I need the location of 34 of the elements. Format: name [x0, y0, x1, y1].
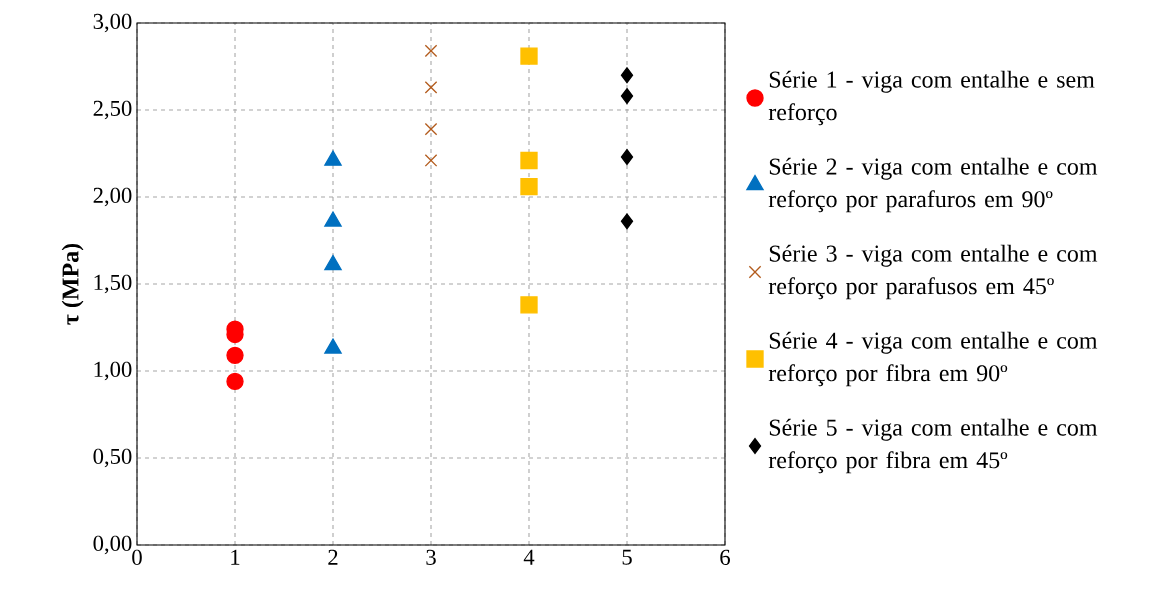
- x-tick-label: 4: [523, 549, 535, 565]
- point: [226, 372, 244, 391]
- legend-label: Série 3 - viga com entalhe e com reforço por parafusos em 45º: [768, 244, 1098, 300]
- x-tick-label: 2: [328, 549, 338, 565]
- legend-label: Série 1 - viga com entalhe e sem reforço: [768, 70, 1095, 126]
- y-tick-label: 2,00: [93, 187, 132, 207]
- x-tick-label: 3: [426, 549, 436, 565]
- point: [520, 47, 538, 65]
- y-axis-title: τ (MPa): [61, 243, 84, 325]
- point: [620, 88, 634, 105]
- y-tick-label: 0,50: [93, 448, 132, 468]
- legend-label: Série 4 - viga com entalhe e com reforço por fibra em 90º: [768, 331, 1098, 387]
- y-tick-label: 3,00: [93, 13, 132, 33]
- point: [520, 151, 538, 170]
- y-tick-label: 2,50: [93, 100, 132, 120]
- y-tick-label: 0,00: [93, 535, 132, 555]
- x-tick-label: 1: [231, 549, 240, 565]
- point: [620, 67, 634, 84]
- point: [520, 177, 538, 196]
- y-tick-label: 1,50: [94, 274, 132, 294]
- x-tick-label: 6: [720, 549, 730, 565]
- legend-label: Série 2 - viga com entalhe e com reforço por parafuros em 90º: [768, 157, 1098, 213]
- point: [226, 346, 244, 365]
- point: [520, 296, 538, 314]
- point: [424, 122, 438, 136]
- x-tick-label: 5: [622, 549, 632, 565]
- legend-label: Série 5 - viga com entalhe e com reforço por fibra em 45º: [768, 418, 1098, 474]
- point: [620, 213, 634, 230]
- point: [424, 44, 438, 58]
- x-tick-label: 0: [132, 549, 142, 566]
- point: [424, 81, 438, 94]
- point: [424, 154, 438, 167]
- y-tick-label: 1,00: [94, 361, 132, 381]
- point: [620, 148, 634, 165]
